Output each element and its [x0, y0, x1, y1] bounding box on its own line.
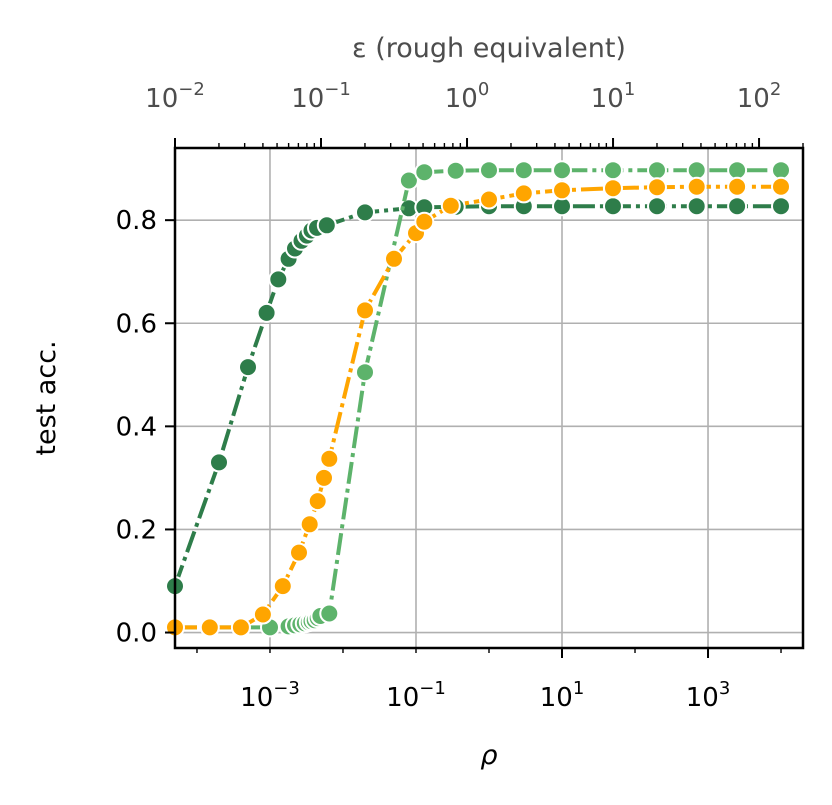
data-point	[513, 183, 534, 204]
data-point	[479, 189, 499, 210]
data-point	[445, 160, 466, 181]
data-point	[771, 196, 791, 217]
data-point	[686, 176, 707, 197]
data-point	[319, 448, 340, 469]
y-tick-label: 0.6	[116, 309, 157, 339]
data-point	[603, 178, 623, 199]
data-point	[307, 491, 328, 512]
data-point	[268, 269, 289, 290]
grid	[175, 148, 803, 648]
data-point	[316, 215, 337, 236]
x-axis-label: ρ	[480, 740, 497, 771]
data-point	[252, 604, 273, 625]
data-point	[440, 195, 461, 216]
data-point	[603, 196, 623, 217]
x-tick-label: 10−1	[386, 678, 446, 713]
series-line	[175, 184, 781, 630]
data-point	[647, 160, 667, 181]
data-point	[686, 160, 707, 181]
data-point	[414, 211, 435, 232]
data-point	[479, 160, 499, 181]
axes: 10−3 10−1 101 103 10−2 10−1 100 101 102 0.0 0.2 0.4…	[116, 79, 804, 713]
data-point	[199, 617, 220, 638]
data-point	[727, 160, 748, 181]
top-axis-label: ε (rough equivalent)	[352, 33, 626, 64]
data-point	[209, 452, 229, 473]
x-tick-label: 101	[540, 678, 585, 713]
data-point	[647, 196, 667, 217]
data-point	[299, 514, 320, 535]
data-point	[230, 617, 251, 638]
data-point	[355, 300, 375, 321]
data-point	[414, 162, 435, 183]
data-point	[727, 196, 748, 217]
top-tick-label: 101	[591, 79, 636, 114]
data-point	[647, 177, 667, 198]
series-line	[175, 168, 781, 630]
top-tick-label: 10−2	[145, 79, 205, 114]
data-point	[552, 160, 572, 181]
data-point	[238, 357, 258, 378]
y-tick-label: 0.4	[116, 412, 157, 442]
data-point	[398, 170, 419, 191]
data-point	[256, 302, 277, 323]
y-tick-label: 0.8	[116, 206, 157, 236]
data-point	[289, 542, 309, 563]
data-point	[355, 362, 375, 383]
data-point	[771, 176, 791, 197]
top-tick-label: 10−1	[291, 79, 351, 114]
data-point	[314, 467, 334, 488]
y-tick-label: 0.2	[116, 515, 157, 545]
x-tick-label: 10−3	[240, 678, 300, 713]
data-point	[319, 603, 340, 624]
data-point	[727, 176, 748, 197]
top-tick-label: 100	[445, 79, 490, 114]
series-layer	[165, 160, 791, 638]
data-point	[771, 160, 791, 181]
data-point	[272, 576, 293, 597]
y-tick-label: 0.0	[116, 619, 157, 649]
data-point	[686, 196, 707, 217]
series-0	[165, 196, 791, 597]
top-tick-label: 102	[737, 79, 782, 114]
x-tick-label: 103	[686, 678, 731, 713]
y-axis-label: test acc.	[31, 340, 62, 455]
data-point	[384, 248, 404, 269]
data-point	[552, 180, 572, 201]
data-point	[355, 202, 375, 223]
series-2	[165, 176, 791, 638]
data-point	[513, 160, 534, 181]
series-1	[165, 160, 791, 638]
data-point	[603, 160, 623, 181]
